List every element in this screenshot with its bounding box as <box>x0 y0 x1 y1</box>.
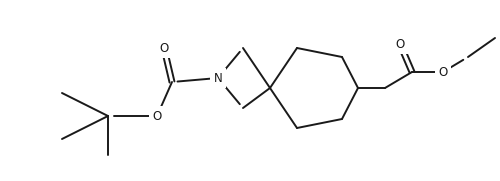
Text: O: O <box>396 37 404 50</box>
Text: O: O <box>160 41 168 54</box>
Text: O: O <box>438 66 448 79</box>
Text: N: N <box>214 71 222 85</box>
Text: O: O <box>152 110 162 123</box>
